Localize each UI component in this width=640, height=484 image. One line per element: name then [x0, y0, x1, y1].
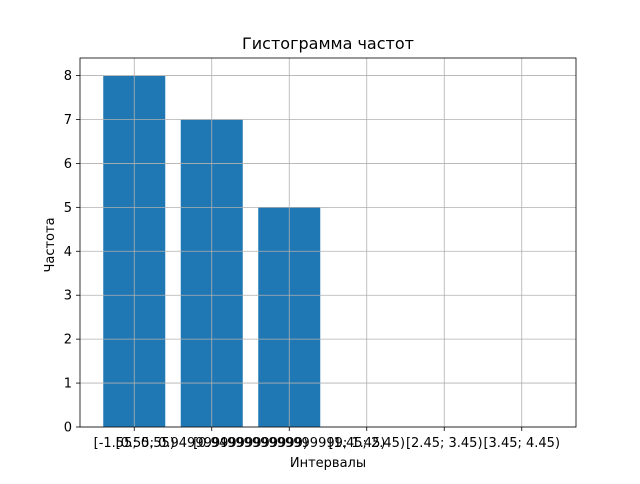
- chart-title: Гистограмма частот: [242, 34, 414, 53]
- x-tick-label-5: [3.45; 4.45): [483, 436, 560, 451]
- y-tick-label-0: 0: [64, 421, 72, 436]
- y-tick-label-4: 4: [64, 245, 72, 260]
- y-tick-label-5: 5: [64, 201, 72, 216]
- x-tick-label-4: [2.45; 3.45): [406, 436, 483, 451]
- y-tick-label-3: 3: [64, 289, 72, 304]
- x-tick-label-0: [-1.55; 0.55): [94, 436, 175, 451]
- x-tick-label-1: [0.55; 0.9499999999999999): [116, 436, 308, 451]
- y-axis-label: Частота: [43, 217, 58, 272]
- ticks-layer: 0 1 2 3 4 5 6 7 8 [-1.55; 0.55)[0.55; 0.949999999…: [64, 69, 560, 451]
- y-tick-label-1: 1: [64, 377, 72, 392]
- axes-layer: [79, 57, 577, 428]
- x-tick-label-3: [1.45; 2.45): [328, 436, 405, 451]
- y-tick-label-7: 7: [64, 113, 72, 128]
- y-tick-label-6: 6: [64, 157, 72, 172]
- y-tick-label-2: 2: [64, 333, 72, 348]
- plot-frame: [79, 57, 577, 428]
- x-axis-label: Интервалы: [290, 456, 366, 471]
- y-tick-label-8: 8: [64, 69, 72, 84]
- x-tick-label-2: [0.9499999999999999; 1.45): [193, 436, 385, 451]
